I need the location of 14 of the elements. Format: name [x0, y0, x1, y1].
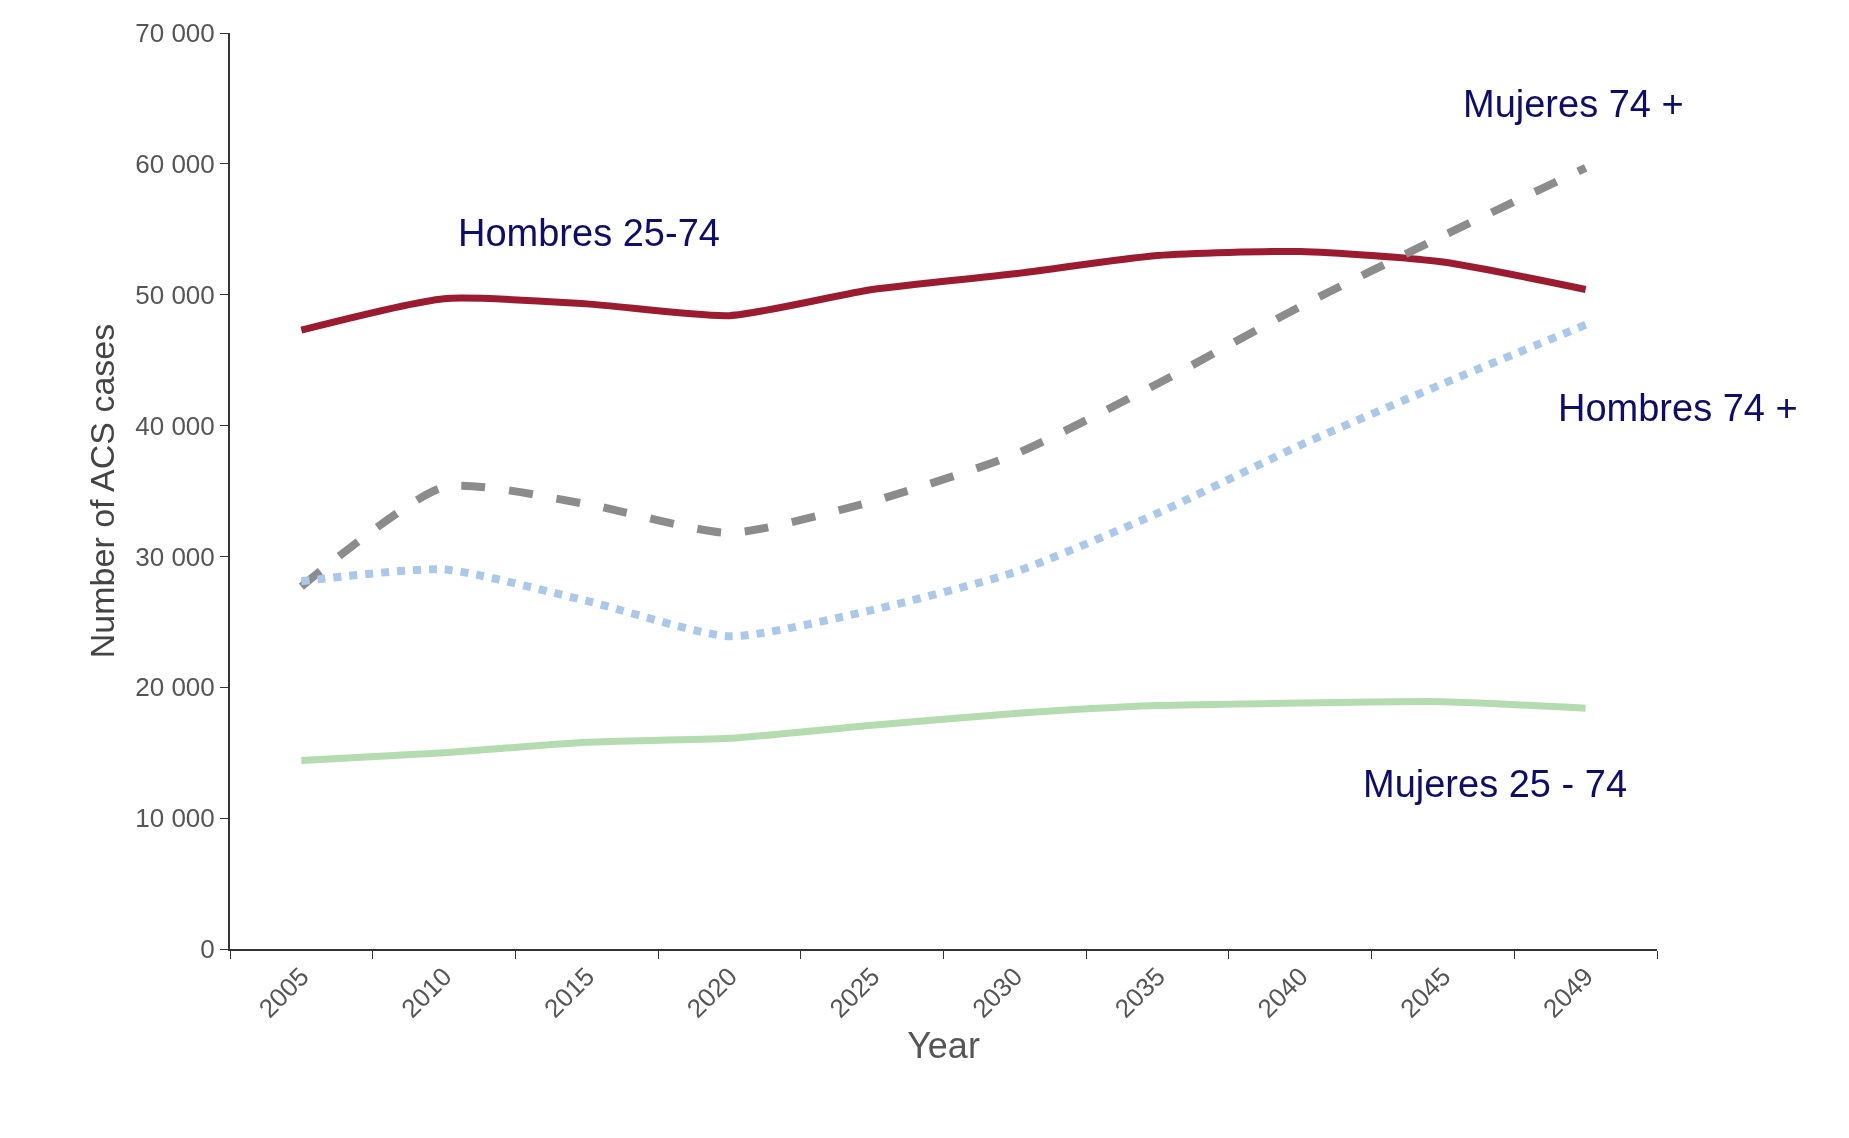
y-tick-label: 30 000 — [135, 541, 215, 572]
y-tick-label: 70 000 — [135, 18, 215, 49]
y-tick-label: 10 000 — [135, 803, 215, 834]
series-label: Mujeres 25 - 74 — [1363, 763, 1628, 805]
series-label: Hombres 25-74 — [458, 212, 720, 254]
y-axis-title: Number of ACS cases — [83, 323, 122, 659]
series-label: Mujeres 74 + — [1463, 83, 1684, 125]
y-tick-label: 50 000 — [135, 279, 215, 310]
x-axis-title: Year — [907, 1024, 980, 1066]
y-tick-label: 60 000 — [135, 148, 215, 179]
series-label: Hombres 74 + — [1558, 387, 1798, 429]
y-tick-label: 20 000 — [135, 672, 215, 703]
y-tick-label: 40 000 — [135, 410, 215, 441]
y-tick-label: 0 — [200, 934, 215, 965]
